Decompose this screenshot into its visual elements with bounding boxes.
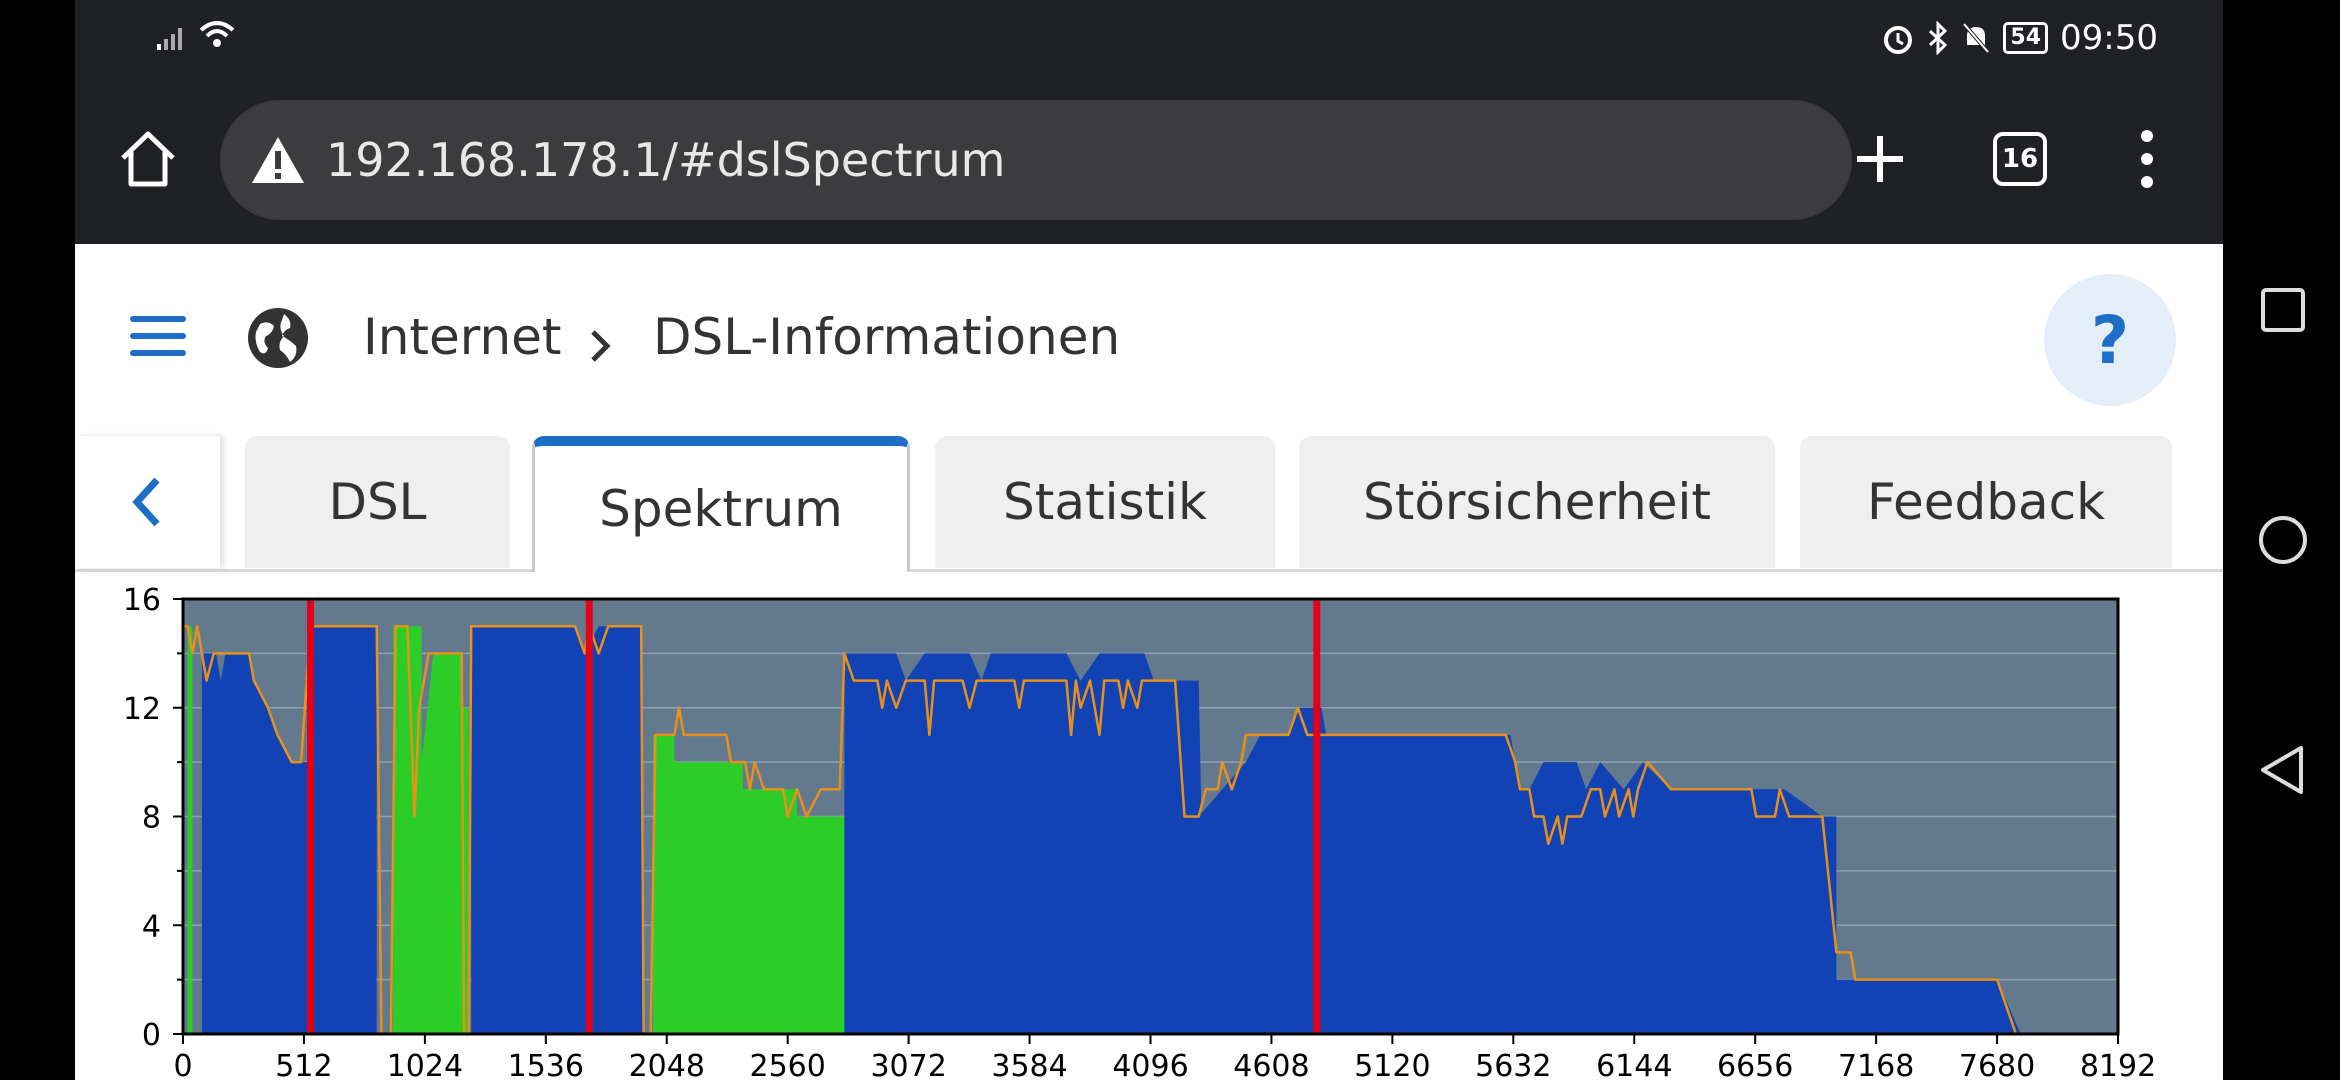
y-tick-label: 12 [123,692,161,727]
status-bar: 54 09:50 [75,0,2223,76]
x-tick-label: 7680 [1959,1049,2035,1080]
tab-stoersicherheit[interactable]: Störsicherheit [1299,436,1775,568]
x-tick-label: 0 [173,1049,192,1080]
y-tick-label: 8 [142,801,161,836]
recents-icon[interactable] [2255,282,2311,338]
downstream-area-2-0 [1184,707,2021,1034]
signal-icon [157,28,182,50]
not-secure-warning-icon[interactable] [250,135,306,185]
x-tick-label: 6656 [1717,1049,1793,1080]
downstream-area-1-1 [471,626,644,1034]
x-tick-label: 5120 [1354,1049,1430,1080]
upstream-area-0-2 [653,734,845,1034]
chevron-left-icon[interactable] [127,472,167,532]
x-tick-label: 6144 [1596,1049,1672,1080]
x-tick-label: 1536 [508,1049,584,1080]
y-tick-label: 16 [123,583,161,618]
plus-icon[interactable] [1847,126,1913,192]
alarm-icon [1884,26,1913,54]
x-tick-label: 7168 [1838,1049,1914,1080]
chevron-right-icon [591,330,611,362]
snr-line [183,624,2118,1036]
home-icon[interactable] [115,126,181,192]
breadcrumb-internet[interactable]: Internet [363,308,562,366]
upstream-area-0-1 [393,626,469,1034]
x-tick-label: 5632 [1475,1049,1551,1080]
tab-statistik[interactable]: Statistik [935,436,1275,568]
address-bar[interactable]: 192.168.178.1/#dslSpectrum [220,100,1852,220]
tab-scroll-left-button[interactable] [75,436,220,568]
tab-spektrum[interactable]: Spektrum [532,436,910,572]
x-tick-label: 512 [275,1049,332,1080]
system-navigation-bar [2223,0,2340,1080]
breadcrumb-dsl-informationen: DSL-Informationen [653,308,1121,366]
status-icons-right: 54 09:50 [1881,18,2158,58]
downstream-area-1-0 [201,626,377,1034]
x-tick-label: 2048 [629,1049,705,1080]
tab-bar: DSL Spektrum Statistik Störsicherheit Fe… [75,436,2223,572]
downstream-area-1-2 [844,653,1206,1034]
mute-icon [1962,22,1990,54]
more-vert-icon[interactable] [2127,126,2167,192]
home-circle-icon[interactable] [2255,512,2311,568]
y-tick-label: 4 [142,909,161,944]
x-tick-label: 3584 [991,1049,1067,1080]
tab-switcher-button[interactable]: 16 [1993,132,2047,186]
x-tick-label: 1024 [387,1049,463,1080]
x-tick-label: 8192 [2080,1049,2156,1080]
tab-feedback[interactable]: Feedback [1800,436,2172,568]
upstream-area-0-0 [187,626,193,1034]
dsl-spectrum-chart: 0 4 8 12 16 0 512 1024 1536 2048 2560 3072 3584 4096 4… [123,583,2156,1080]
url-text[interactable]: 192.168.178.1/#dslSpectrum [326,133,1006,187]
x-tick-label: 3072 [870,1049,946,1080]
battery-level: 54 [2003,22,2049,54]
globe-icon [248,308,308,368]
menu-icon[interactable] [130,316,186,364]
x-tick-label: 4096 [1112,1049,1188,1080]
web-page: Internet DSL-Informationen ? DSL Spektru… [75,244,2223,1080]
bluetooth-icon [1929,21,1948,55]
back-triangle-icon[interactable] [2255,742,2311,798]
browser-toolbar: 192.168.178.1/#dslSpectrum 16 [75,76,2223,244]
status-icons-left [155,18,237,52]
help-button[interactable]: ? [2044,274,2176,406]
tab-dsl[interactable]: DSL [245,436,510,568]
x-tick-label: 2560 [750,1049,826,1080]
x-tick-label: 4608 [1233,1049,1309,1080]
clock: 09:50 [2060,18,2158,58]
wifi-icon [199,21,235,47]
y-tick-label: 0 [142,1018,161,1053]
